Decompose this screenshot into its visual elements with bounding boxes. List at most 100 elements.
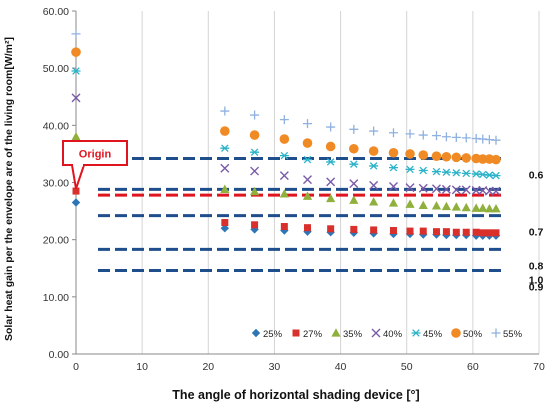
point-40pct	[471, 186, 481, 195]
x-tick-label: 20	[202, 361, 214, 373]
point-35pct	[491, 203, 501, 213]
legend-label-25pct: 25%	[263, 329, 283, 340]
y-tick-label: 20.00	[43, 235, 69, 247]
point-35pct	[478, 203, 488, 212]
point-35pct	[431, 201, 442, 210]
point-40pct	[405, 183, 415, 193]
legend-marker-45pct	[411, 329, 421, 337]
point-55pct	[279, 115, 289, 125]
ratio-label: 0.6	[529, 169, 544, 181]
legend-marker-40pct	[371, 328, 381, 338]
point-45pct	[461, 169, 471, 178]
point-40pct	[491, 186, 501, 196]
point-45pct	[388, 163, 398, 172]
point-45pct	[441, 168, 451, 176]
point-55pct	[326, 122, 336, 132]
point-35pct	[369, 197, 379, 206]
point-55pct	[451, 132, 461, 142]
ratio-label: 0.7	[529, 227, 544, 239]
x-tick-label: 70	[533, 361, 545, 373]
point-27pct	[251, 221, 259, 229]
point-40pct	[369, 180, 379, 190]
point-35pct	[326, 193, 336, 203]
point-50pct	[71, 47, 81, 57]
point-27pct	[221, 219, 229, 227]
point-50pct	[325, 141, 336, 152]
point-55pct	[71, 29, 81, 39]
point-45pct	[303, 155, 312, 164]
point-55pct	[431, 131, 441, 141]
point-50pct	[249, 130, 260, 140]
legend-label-40pct: 40%	[383, 329, 403, 340]
point-45pct	[250, 148, 260, 156]
point-55pct	[405, 129, 415, 139]
y-tick-label: 30.00	[43, 178, 69, 190]
point-50pct	[418, 150, 429, 160]
origin-annotation: Origin	[62, 140, 128, 190]
x-tick-label: 30	[269, 361, 281, 373]
point-27pct	[479, 229, 487, 237]
point-45pct	[326, 158, 336, 166]
legend-marker-35pct	[331, 328, 341, 337]
point-35pct	[220, 184, 230, 193]
point-50pct	[368, 146, 379, 156]
point-50pct	[302, 138, 313, 148]
point-27pct	[419, 227, 427, 235]
point-40pct	[279, 171, 289, 181]
legend-marker-27pct	[292, 329, 300, 337]
origin-callout-text: Origin	[79, 149, 112, 161]
point-45pct	[349, 160, 359, 168]
point-45pct	[431, 167, 441, 176]
point-27pct	[304, 224, 311, 232]
point-40pct	[451, 185, 461, 195]
point-35pct	[71, 131, 81, 141]
point-35pct	[484, 203, 494, 213]
point-27pct	[350, 225, 358, 233]
point-27pct	[442, 228, 450, 236]
origin-callout-box	[62, 140, 128, 166]
point-35pct	[461, 202, 471, 212]
point-50pct	[349, 143, 359, 154]
point-40pct	[431, 184, 441, 194]
point-27pct	[432, 228, 440, 236]
legend-label-55pct: 55%	[503, 329, 523, 340]
ratio-label: 1.0	[529, 275, 544, 287]
x-tick-label: 0	[73, 361, 79, 373]
point-50pct	[477, 154, 488, 164]
point-50pct	[451, 152, 462, 163]
point-40pct	[388, 182, 398, 191]
point-40pct	[349, 179, 359, 189]
y-tick-label: 50.00	[43, 63, 69, 75]
point-50pct	[461, 153, 472, 163]
legend-marker-55pct	[491, 328, 501, 338]
point-27pct	[485, 229, 493, 237]
ratio-label: 0.8	[529, 260, 544, 272]
legend-label-50pct: 50%	[463, 329, 483, 340]
point-25pct	[71, 198, 81, 207]
point-55pct	[220, 106, 230, 116]
point-40pct	[250, 166, 260, 176]
y-tick-label: 10.00	[43, 292, 69, 304]
y-tick-label: 60.00	[43, 6, 69, 18]
point-45pct	[451, 169, 461, 177]
point-50pct	[279, 134, 290, 144]
x-axis-title: The angle of horizontal shading device […	[172, 388, 419, 402]
legend: 25% 27% 35% 40% 45% 50% 55%	[251, 328, 523, 340]
point-27pct	[406, 227, 414, 235]
point-40pct	[303, 175, 312, 185]
point-27pct	[370, 226, 378, 234]
y-axis-title: Solar heat gain per the envelope are of …	[3, 37, 15, 341]
point-45pct	[405, 165, 415, 174]
point-35pct	[279, 189, 289, 198]
point-55pct	[250, 110, 260, 120]
legend-label-27pct: 27%	[303, 329, 323, 340]
point-40pct	[326, 177, 336, 187]
point-50pct	[405, 149, 415, 159]
point-25pct	[303, 227, 312, 236]
x-tick-label: 40	[335, 361, 347, 373]
point-27pct	[452, 228, 460, 236]
point-55pct	[441, 132, 451, 142]
point-55pct	[349, 124, 359, 134]
